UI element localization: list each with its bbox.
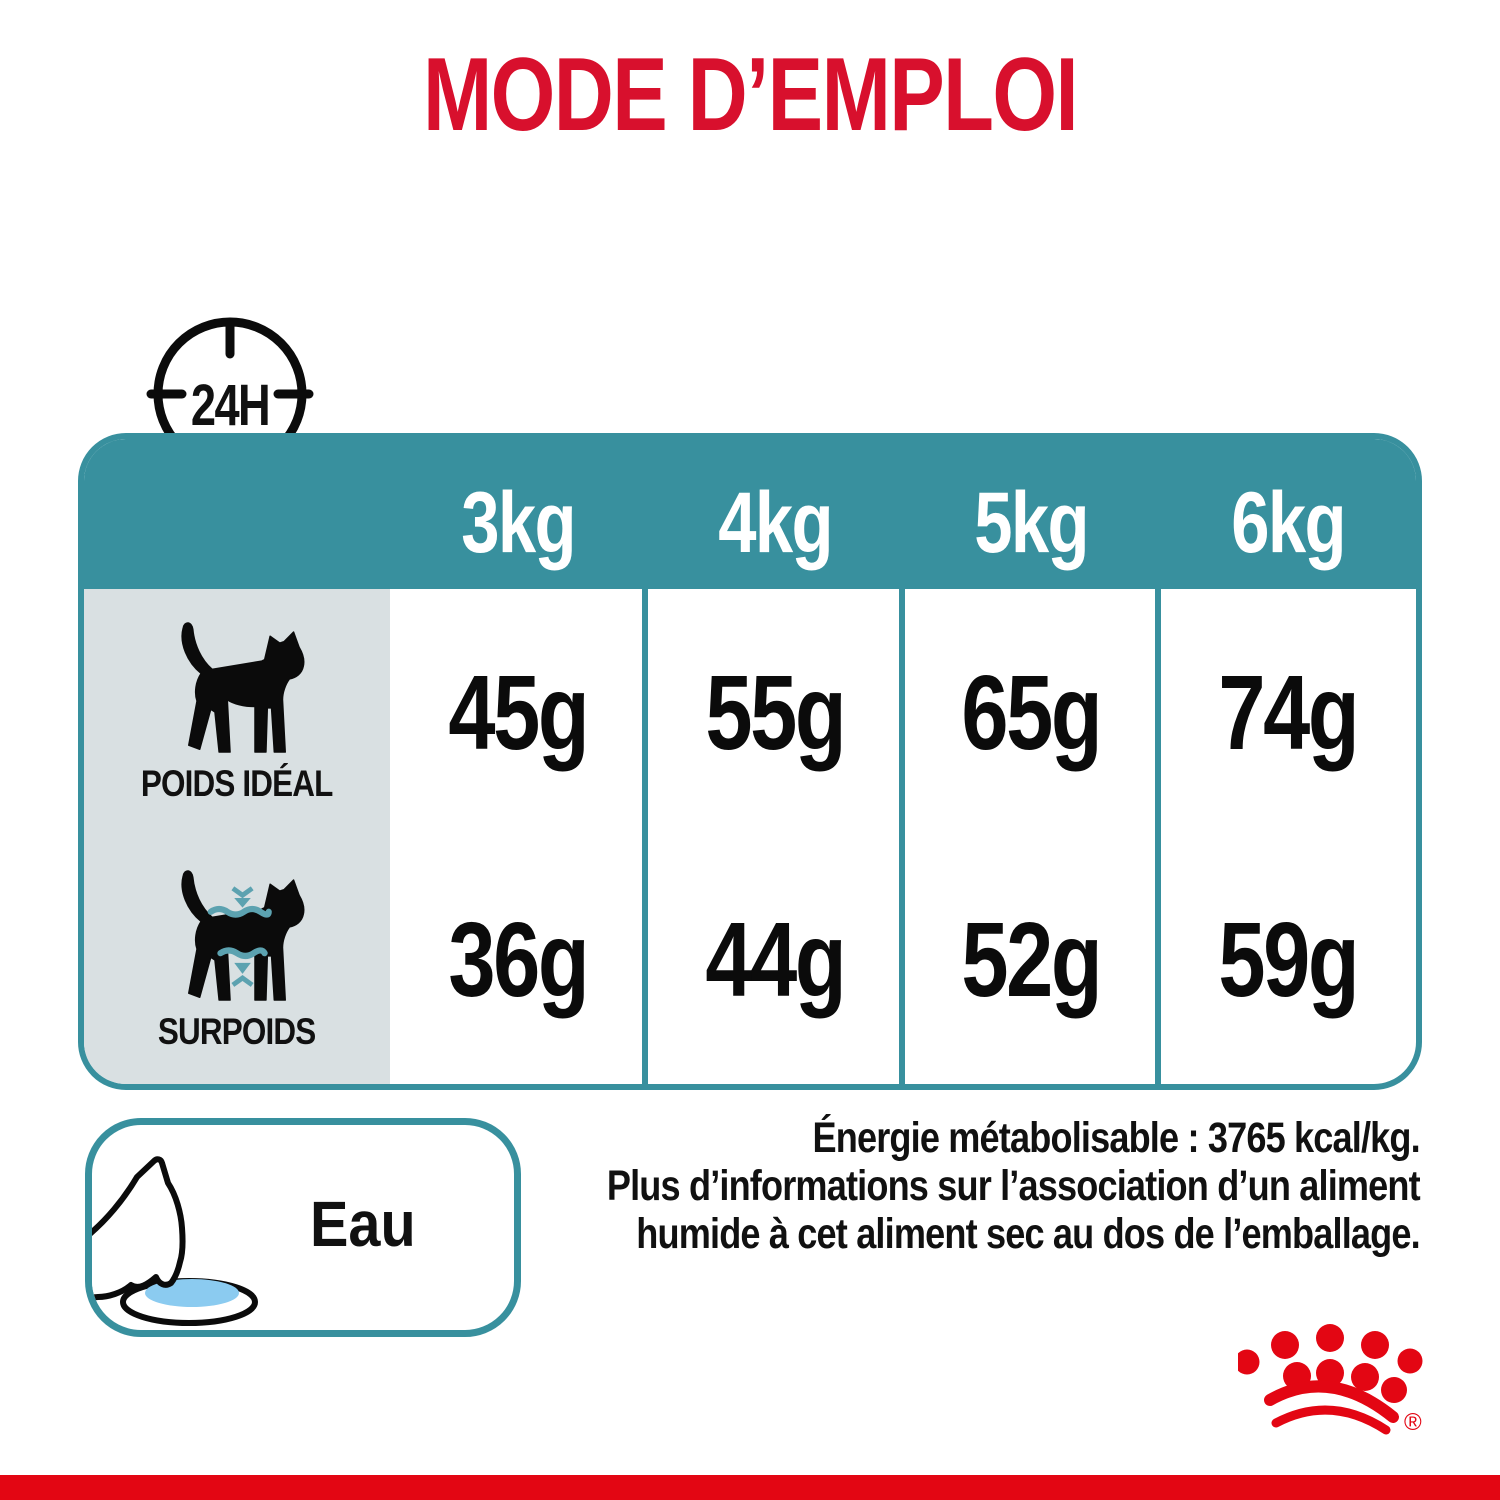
energy-note-line: Plus d’informations sur l’association d’… xyxy=(607,1162,1421,1210)
registered-trademark-icon: ® xyxy=(1404,1409,1422,1436)
column-divider xyxy=(1155,589,1161,1084)
row-header-overweight: SURPOIDS xyxy=(84,837,390,1084)
feeding-value-cell: 52g xyxy=(961,901,1103,1019)
royal-canin-crown-logo: ® xyxy=(1234,1320,1438,1440)
clock-24h-label: 24H xyxy=(190,373,271,438)
table-row-overweight: SURPOIDS 36g 44g 52g 59g xyxy=(84,837,1416,1084)
column-header-5kg: 5kg xyxy=(974,475,1089,571)
energy-note-line: humide à cet aliment sec au dos de l’emb… xyxy=(636,1210,1420,1258)
water-callout: Eau xyxy=(85,1118,521,1337)
column-header-4kg: 4kg xyxy=(717,475,833,571)
feeding-value-cell: 55g xyxy=(705,653,846,772)
footer-red-bar xyxy=(0,1475,1500,1500)
feeding-value-cell: 74g xyxy=(1218,653,1359,772)
feeding-table-header: 3kg 4kg 5kg 6kg xyxy=(84,439,1416,589)
water-label: Eau xyxy=(310,1188,416,1260)
feeding-value-cell: 45g xyxy=(448,653,590,772)
table-row-ideal-weight: POIDS IDÉAL 45g 55g 65g 74g xyxy=(84,589,1416,837)
feeding-table-body: POIDS IDÉAL 45g 55g 65g 74g SURPOIDS xyxy=(84,589,1416,1084)
row-header-ideal-weight: POIDS IDÉAL xyxy=(84,589,390,837)
row-label: SURPOIDS xyxy=(158,1010,316,1052)
row-label: POIDS IDÉAL xyxy=(141,763,333,804)
feeding-table: 3kg 4kg 5kg 6kg POIDS IDÉAL 45g 55g 65g … xyxy=(78,433,1422,1090)
feeding-value-cell: 65g xyxy=(961,653,1103,772)
column-divider xyxy=(642,589,648,1084)
cat-overweight-icon xyxy=(181,869,305,1001)
cat-ideal-weight-icon xyxy=(181,622,305,753)
column-header-6kg: 6kg xyxy=(1230,475,1346,571)
feeding-value-cell: 36g xyxy=(448,901,590,1019)
cat-drinking-icon xyxy=(92,1156,258,1326)
feeding-value-cell: 59g xyxy=(1218,901,1359,1019)
column-header-3kg: 3kg xyxy=(461,475,576,571)
feeding-value-cell: 44g xyxy=(705,901,846,1019)
column-divider xyxy=(899,589,905,1084)
energy-note-line: Énergie métabolisable : 3765 kcal/kg. xyxy=(812,1114,1421,1162)
energy-note: Énergie métabolisable : 3765 kcal/kg. Pl… xyxy=(452,1114,1421,1258)
page-title: MODE D’EMPLOI xyxy=(422,37,1079,153)
